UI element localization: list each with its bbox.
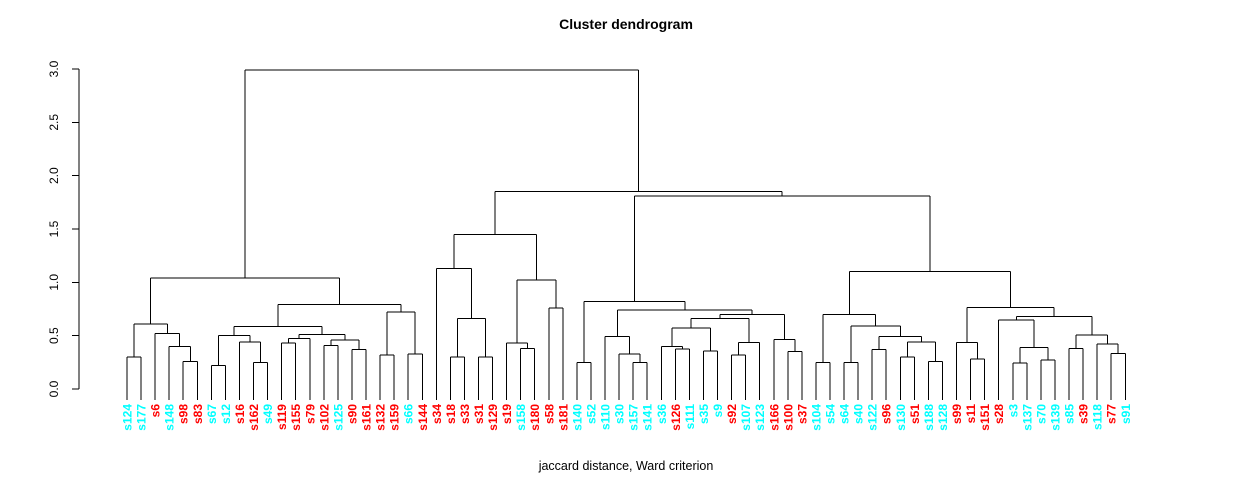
leaf-label: s52 [584,404,598,424]
leaf-label: s90 [345,404,359,424]
y-tick-label: 0.0 [47,380,61,397]
leaf-label: s155 [289,404,303,431]
leaf-label: s54 [824,404,838,424]
leaf-label: s151 [978,404,992,431]
leaf-label: s166 [767,404,781,431]
leaf-label: s100 [781,404,795,431]
leaf-label: s129 [486,404,500,431]
y-tick-label: 0.5 [47,327,61,344]
leaf-label: s12 [219,404,233,424]
leaf-label: s96 [880,404,894,424]
leaf-label: s139 [1048,404,1062,431]
leaf-label: s67 [205,404,219,424]
leaf-label: s125 [331,404,345,431]
leaf-label: s18 [444,404,458,424]
leaf-label: s66 [402,404,416,424]
leaf-label: s111 [683,404,697,430]
leaf-label: s141 [641,404,655,431]
leaf-label: s58 [542,404,556,424]
y-tick-label: 1.0 [47,274,61,291]
leaf-label: s30 [613,404,627,424]
leaf-label: s77 [1105,404,1119,424]
y-tick-label: 2.0 [47,167,61,184]
leaf-label: s16 [233,404,247,424]
leaf-label: s39 [1077,404,1091,424]
leaf-label: s140 [570,404,584,431]
leaf-label: s132 [374,404,388,431]
y-axis: 0.0 0.5 1.0 1.5 2.0 2.5 3.0 [47,60,80,397]
leaf-label: s159 [388,404,402,431]
leaf-label: s137 [1020,404,1034,431]
leaf-label: s9 [711,404,725,418]
leaf-label: s35 [697,404,711,424]
leaf-label: s3 [1006,404,1020,418]
leaf-label: s91 [1119,404,1133,424]
leaf-label: s31 [472,404,486,424]
leaf-label: s37 [795,404,809,424]
leaf-label: s34 [430,404,444,424]
leaf-label: s83 [191,404,205,424]
leaf-label: s119 [275,404,289,430]
leaf-label: s104 [809,404,823,431]
leaf-label: s157 [627,404,641,431]
x-axis-label: jaccard distance, Ward criterion [538,459,714,473]
leaf-label: s36 [655,404,669,424]
leaf-label: s123 [753,404,767,431]
leaf-label: s107 [739,404,753,431]
leaf-label: s99 [950,404,964,424]
leaf-label: s64 [838,404,852,424]
leaf-label: s11 [964,404,978,424]
page-title: Cluster dendrogram [559,16,693,32]
y-tick-label: 2.5 [47,114,61,131]
leaf-label: s102 [317,404,331,431]
leaf-label: s181 [556,404,570,431]
y-tick-label: 3.0 [47,60,61,77]
leaf-label: s49 [261,404,275,424]
leaf-label: s144 [416,404,430,431]
leaf-label: s158 [514,404,528,431]
leaf-label: s51 [908,404,922,424]
leaf-label: s79 [303,404,317,424]
leaf-label: s28 [992,404,1006,424]
leaf-label: s177 [135,404,149,431]
leaf-label: s98 [177,404,191,424]
leaf-label: s85 [1063,404,1077,424]
leaf-label: s188 [922,404,936,431]
leaf-label: s122 [866,404,880,431]
dendrogram-lines [126,69,1126,400]
leaf-label: s6 [149,404,163,418]
leaf-label: s110 [599,404,613,430]
leaf-label: s148 [163,404,177,431]
leaf-label: s126 [669,404,683,431]
leaf-label: s118 [1091,404,1105,430]
leaf-label: s40 [852,404,866,424]
leaf-label: s124 [121,404,135,431]
leaf-labels: s124 s177 s6 s148 s98 s83 s67 s12 s16 s162 s49 s119… [121,404,1133,431]
leaf-label: s70 [1034,404,1048,424]
leaf-label: s161 [360,404,374,431]
leaf-label: s162 [247,404,261,431]
leaf-label: s33 [458,404,472,424]
leaf-label: s92 [725,404,739,424]
leaf-label: s128 [936,404,950,431]
leaf-label: s19 [500,404,514,424]
leaf-label: s180 [528,404,542,431]
y-tick-label: 1.5 [47,220,61,237]
leaf-label: s130 [894,404,908,431]
